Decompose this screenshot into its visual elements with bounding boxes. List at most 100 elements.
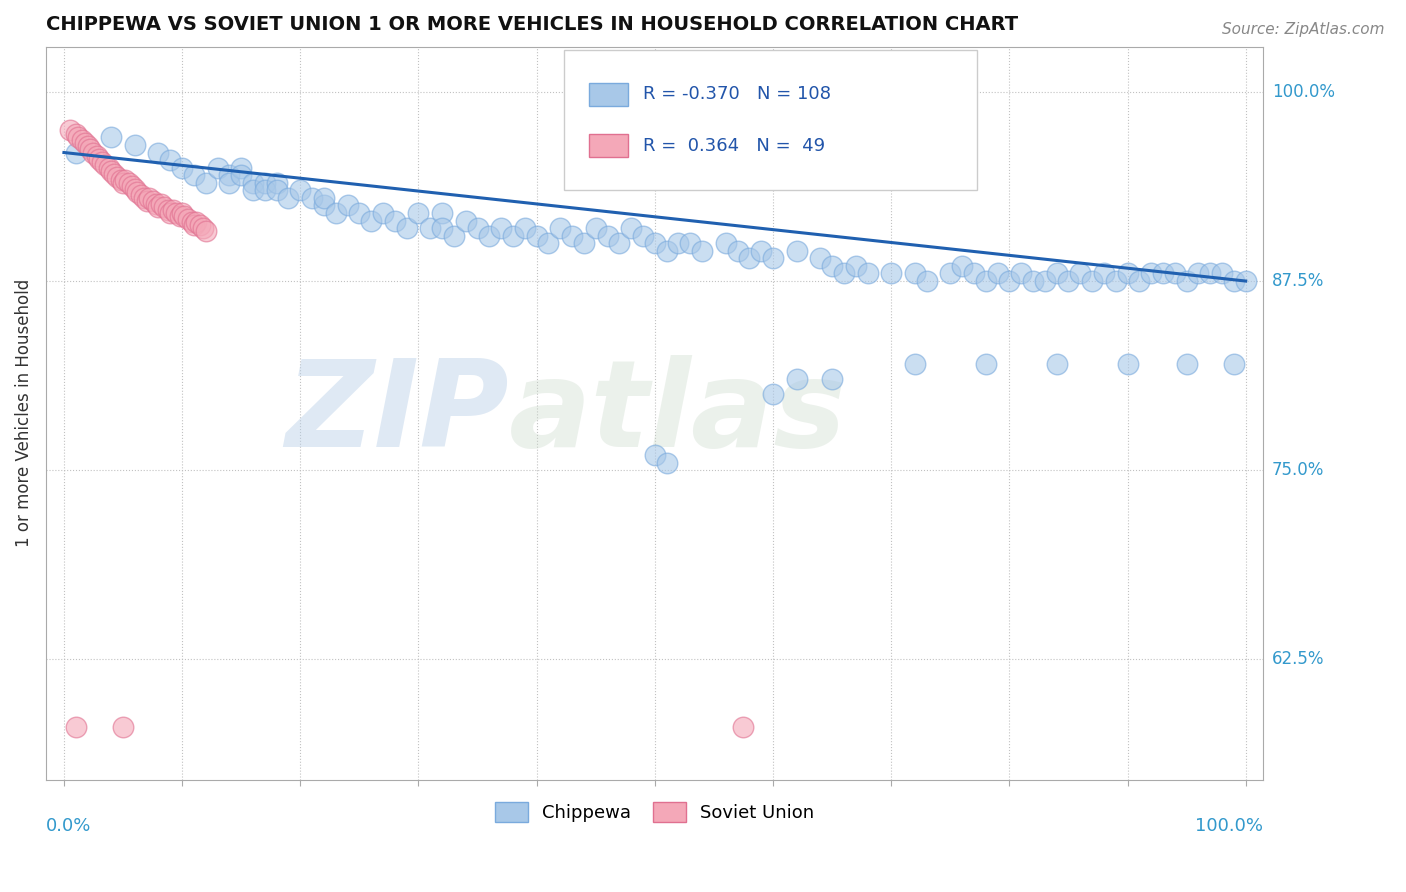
Point: [915, 274, 938, 288]
Text: 100.0%: 100.0%: [1195, 817, 1264, 835]
Point: [1234, 274, 1257, 288]
Y-axis label: 1 or more Vehicles in Household: 1 or more Vehicles in Household: [15, 279, 32, 548]
Point: [1081, 274, 1104, 288]
Text: 0.0%: 0.0%: [46, 817, 91, 835]
Point: [110, 172, 132, 186]
Text: 87.5%: 87.5%: [1272, 272, 1324, 290]
Point: [67, 130, 90, 145]
Point: [75, 136, 97, 151]
Point: [336, 198, 359, 212]
Point: [145, 197, 167, 211]
Point: [124, 182, 146, 196]
Point: [253, 183, 276, 197]
Point: [159, 206, 181, 220]
Point: [1175, 357, 1198, 371]
Legend: Chippewa, Soviet Union: Chippewa, Soviet Union: [488, 795, 821, 830]
Point: [153, 200, 176, 214]
Point: [679, 236, 702, 251]
Point: [169, 209, 191, 223]
Point: [138, 191, 160, 205]
Point: [950, 259, 973, 273]
Point: [443, 228, 465, 243]
FancyBboxPatch shape: [564, 50, 977, 190]
Point: [526, 228, 548, 243]
Point: [585, 221, 607, 235]
Point: [832, 267, 855, 281]
Point: [114, 172, 136, 186]
Point: [1152, 267, 1174, 281]
Point: [371, 206, 394, 220]
Point: [86, 148, 108, 162]
Point: [290, 183, 312, 197]
Point: [1211, 267, 1233, 281]
Point: [105, 169, 128, 184]
Point: [162, 202, 184, 217]
Point: [124, 138, 146, 153]
Text: Source: ZipAtlas.com: Source: ZipAtlas.com: [1222, 22, 1385, 37]
Point: [489, 221, 512, 235]
Point: [193, 221, 215, 235]
Point: [1105, 274, 1128, 288]
Point: [454, 213, 477, 227]
Point: [70, 133, 93, 147]
Point: [177, 212, 200, 227]
Point: [733, 720, 755, 734]
Point: [974, 357, 997, 371]
Point: [808, 252, 831, 266]
Point: [821, 259, 844, 273]
Text: R =  0.364   N =  49: R = 0.364 N = 49: [643, 136, 825, 154]
Point: [103, 167, 125, 181]
Point: [172, 161, 194, 175]
Point: [165, 206, 187, 220]
Point: [277, 191, 299, 205]
Point: [478, 228, 501, 243]
Point: [65, 128, 87, 142]
Point: [430, 221, 453, 235]
Point: [513, 221, 536, 235]
Point: [159, 153, 181, 167]
Point: [194, 176, 217, 190]
Point: [94, 158, 117, 172]
Point: [79, 143, 101, 157]
Point: [749, 244, 772, 258]
Point: [786, 244, 808, 258]
Point: [148, 200, 170, 214]
Point: [183, 218, 205, 232]
Point: [59, 123, 82, 137]
Point: [845, 259, 868, 273]
Text: 62.5%: 62.5%: [1272, 650, 1324, 668]
Text: ZIP: ZIP: [285, 355, 509, 472]
Point: [727, 244, 749, 258]
Point: [1022, 274, 1045, 288]
Point: [149, 197, 172, 211]
Point: [90, 154, 112, 169]
Point: [142, 194, 165, 208]
Point: [135, 194, 157, 208]
Text: R = -0.370   N = 108: R = -0.370 N = 108: [643, 86, 831, 103]
Point: [502, 228, 524, 243]
Point: [1033, 274, 1056, 288]
Point: [644, 236, 666, 251]
Point: [714, 236, 737, 251]
Point: [1010, 267, 1032, 281]
Point: [548, 221, 571, 235]
Point: [1164, 267, 1187, 281]
Point: [134, 191, 156, 205]
Point: [312, 191, 335, 205]
Point: [655, 244, 678, 258]
Point: [100, 163, 122, 178]
Point: [127, 185, 149, 199]
Point: [655, 456, 678, 470]
Point: [97, 161, 120, 175]
Point: [821, 372, 844, 386]
Point: [360, 213, 382, 227]
Point: [939, 267, 962, 281]
Point: [1187, 267, 1209, 281]
Point: [998, 274, 1021, 288]
Point: [218, 176, 240, 190]
Point: [148, 145, 170, 160]
Point: [856, 267, 879, 281]
Point: [880, 267, 903, 281]
Point: [180, 215, 202, 229]
FancyBboxPatch shape: [589, 83, 628, 106]
